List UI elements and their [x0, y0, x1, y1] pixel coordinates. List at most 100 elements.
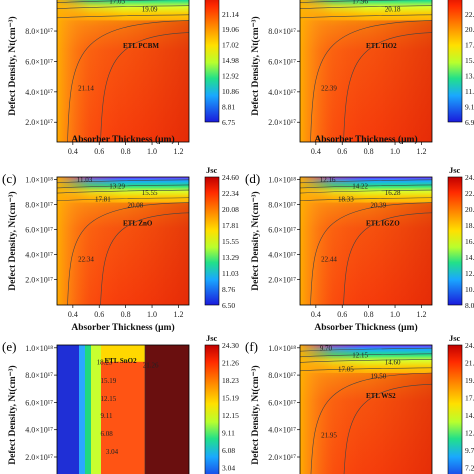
heatmap-hot-region	[300, 373, 432, 474]
contour-label: 22.39	[321, 84, 337, 92]
colorbar-tick-label: 19.06	[222, 25, 239, 34]
chart-panel-4: 12.16 14.22 16.28 18.33 20.39 22.44 ETL IGZO 0.…	[245, 165, 474, 333]
heatmap-area	[300, 177, 432, 305]
contour-line	[57, 14, 189, 19]
contour-label: 11.03	[77, 176, 93, 184]
contour-line	[300, 347, 432, 352]
colorbar-tick-label: 14.60	[465, 411, 474, 420]
etl-annotation: ETL TiO2	[366, 42, 397, 50]
colorbar-tick-label: 9.11	[465, 102, 474, 111]
y-tick-label: 8.0×10¹⁷	[25, 371, 53, 380]
contour-line	[300, 0, 427, 3]
contour-line	[310, 202, 432, 305]
colorbar	[204, 344, 220, 474]
y-tick-label: 4.0×10¹⁷	[25, 88, 53, 97]
heatmap-band-lime	[91, 345, 101, 474]
heatmap-band-green	[85, 345, 91, 474]
x-tick-label: 1.0	[147, 310, 157, 319]
contour-label: 6.08	[101, 430, 114, 438]
x-axis-label: Absorber Thickness (μm)	[71, 134, 174, 145]
panel-label: (f)	[245, 339, 258, 354]
colorbar-tick-label: 12.16	[465, 269, 474, 278]
contour-label: 21.14	[78, 84, 94, 92]
colorbar	[204, 176, 220, 306]
x-tick-label: 0.6	[337, 310, 347, 319]
y-axis-label: Defect Density, Nt(cm⁻³)	[7, 16, 18, 115]
contour-label: 9.11	[101, 412, 113, 420]
colorbar-tick-label: 10.86	[222, 87, 239, 96]
y-tick-label: 1.0×10¹⁸	[25, 176, 53, 185]
y-axis-label: Defect Density, Nt(cm⁻³)	[7, 191, 18, 290]
y-tick-label: 4.0×10¹⁷	[268, 426, 296, 435]
colorbar-tick-label: 21.95	[465, 359, 474, 368]
colorbar-tick-label: 20.39	[465, 205, 474, 214]
contour-line	[300, 367, 432, 372]
colorbar-tick-label: 15.55	[222, 237, 239, 246]
colorbar-tick-label: 7.25	[465, 464, 474, 473]
y-axis-label: Defect Density, Nt(cm⁻³)	[250, 365, 261, 464]
contour-line	[300, 353, 432, 358]
heatmap-hot-region	[300, 202, 432, 305]
x-tick-label: 0.8	[121, 310, 131, 319]
x-tick-label: 0.8	[364, 147, 374, 156]
contour-line	[343, 32, 432, 142]
y-tick-label: 2.0×10¹⁷	[25, 453, 53, 462]
colorbar-tick-label: 9.11	[222, 429, 235, 438]
plot-frame	[56, 176, 190, 306]
colorbar	[447, 0, 463, 123]
contour-label: 22.34	[78, 255, 94, 263]
y-tick-label: 2.0×10¹⁷	[25, 275, 53, 284]
colorbar-tick-label: 6.08	[222, 446, 235, 455]
contour-line	[100, 32, 189, 142]
panel-label: (d)	[245, 171, 260, 186]
x-tick-label: 1.2	[416, 310, 426, 319]
colorbar-tick-label: 21.26	[222, 359, 239, 368]
contour-label: 18.23	[97, 359, 113, 367]
contour-line	[300, 184, 432, 189]
y-tick-label: 6.0×10¹⁷	[268, 225, 296, 234]
contour-label: 9.70	[320, 345, 333, 353]
plot-frame	[56, 0, 190, 143]
y-tick-label: 6.0×10¹⁷	[268, 398, 296, 407]
etl-annotation: ETL PCBM	[123, 42, 159, 50]
chart-panel-2: 15.75 17.96 20.18 22.39 ETL TiO2 0.4 0.6 0.8 1.0…	[250, 0, 474, 156]
y-axis-label: Defect Density, Nt(cm⁻³)	[7, 365, 18, 464]
chart-panel-3: 11.03 13.29 15.55 17.81 20.08 22.34 ETL ZnO 0.4…	[2, 165, 239, 333]
x-tick-label: 0.4	[68, 147, 78, 156]
contour-label: 17.03	[109, 0, 125, 6]
contour-line	[300, 14, 432, 19]
colorbar-tick-label: 15.75	[465, 56, 474, 65]
colorbar-tick-label: 17.05	[465, 394, 474, 403]
y-tick-label: 4.0×10¹⁷	[25, 250, 53, 259]
plot-frame	[299, 176, 433, 306]
y-tick-label: 6.0×10¹⁷	[25, 225, 53, 234]
y-tick-label: 4.0×10¹⁷	[268, 250, 296, 259]
contour-label: 19.50	[370, 373, 386, 381]
colorbar-tick-label: 17.89	[465, 41, 474, 50]
colorbar-tick-label: 18.33	[465, 221, 474, 230]
colorbar-tick-label: 24.60	[222, 173, 239, 182]
contour-line	[100, 212, 189, 305]
y-tick-label: 6.0×10¹⁷	[25, 398, 53, 407]
x-axis-label: Absorber Thickness (μm)	[314, 134, 417, 145]
contour-line	[310, 20, 432, 142]
contour-line	[57, 197, 189, 202]
x-tick-label: 1.0	[147, 147, 157, 156]
colorbar-tick-label: 12.92	[222, 72, 239, 81]
heatmap-band-orange	[101, 345, 145, 474]
contour-line	[57, 189, 189, 194]
contour-label: 15.55	[142, 189, 158, 197]
colorbar-tick-label: 22.44	[465, 189, 474, 198]
contour-label: 21.95	[321, 431, 337, 439]
chart-panel-5: 3.04 6.08 9.11 12.15 15.19 18.23 21.26 ETL SnO2…	[2, 333, 239, 474]
colorbar-tick-label: 17.81	[222, 221, 239, 230]
contour-line	[300, 189, 432, 194]
y-tick-label: 1.0×10¹⁸	[268, 344, 296, 353]
colorbar-tick-label: 12.15	[222, 411, 239, 420]
heatmap-band-yellow-top	[101, 345, 145, 362]
colorbar-tick-label: 8.05	[465, 301, 474, 310]
contour-line	[310, 372, 432, 474]
colorbar-title: Jsc	[206, 333, 218, 343]
contour-line	[57, 179, 189, 184]
